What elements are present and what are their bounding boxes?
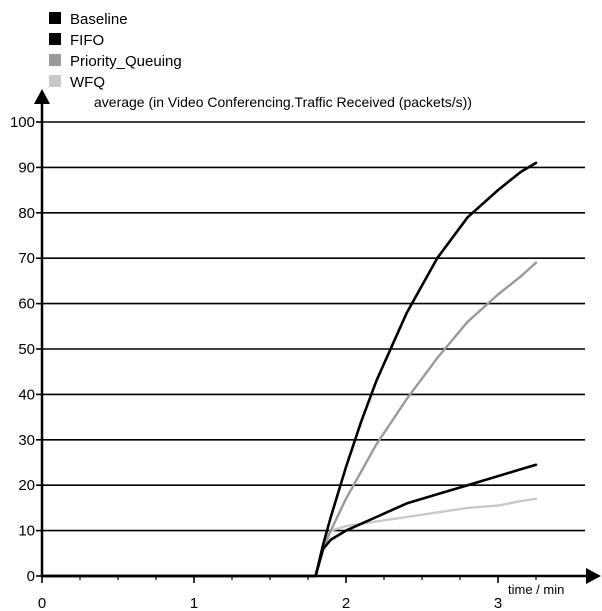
y-axis-ticks: 0 10 20 30 40 50 60 70 80 90 100 xyxy=(10,114,42,585)
legend-swatch-priority-queuing xyxy=(49,54,61,66)
y-tick-label: 50 xyxy=(18,341,35,358)
y-tick-label: 40 xyxy=(18,386,35,403)
series-line-fifo xyxy=(40,463,538,578)
series-line-wfq xyxy=(322,497,538,546)
series-line-baseline xyxy=(40,161,538,578)
x-tick-label: 1 xyxy=(190,595,198,611)
chart-title: average (in Video Conferencing.Traffic R… xyxy=(94,94,472,110)
legend-label-priority-queuing: Priority_Queuing xyxy=(70,53,182,70)
series-line-priority-queuing xyxy=(322,261,538,550)
y-tick-label: 90 xyxy=(18,159,35,176)
legend-label-wfq: WFQ xyxy=(70,74,105,91)
y-axis-arrow xyxy=(34,89,50,104)
x-tick-label: 0 xyxy=(38,595,46,611)
legend-swatch-baseline xyxy=(49,12,61,24)
x-axis-label: time / min xyxy=(508,582,564,597)
grid xyxy=(42,121,585,532)
x-axis-arrow xyxy=(586,568,601,584)
legend-swatch-wfq xyxy=(49,75,61,87)
y-tick-label: 30 xyxy=(18,432,35,449)
y-tick-label: 80 xyxy=(18,205,35,222)
y-tick-label: 70 xyxy=(18,250,35,267)
legend: Baseline FIFO Priority_Queuing WFQ xyxy=(49,11,182,91)
x-axis-ticks: 0 1 2 3 xyxy=(38,576,537,611)
legend-label-fifo: FIFO xyxy=(70,32,104,49)
y-tick-label: 10 xyxy=(18,523,35,540)
x-tick-label: 2 xyxy=(342,595,350,611)
series-lines xyxy=(40,161,538,578)
y-tick-label: 60 xyxy=(18,296,35,313)
x-tick-label: 3 xyxy=(494,595,502,611)
y-tick-label: 0 xyxy=(27,568,35,585)
y-tick-label: 20 xyxy=(18,477,35,494)
legend-label-baseline: Baseline xyxy=(70,11,128,28)
legend-swatch-fifo xyxy=(49,33,61,45)
y-tick-label: 100 xyxy=(10,114,35,131)
